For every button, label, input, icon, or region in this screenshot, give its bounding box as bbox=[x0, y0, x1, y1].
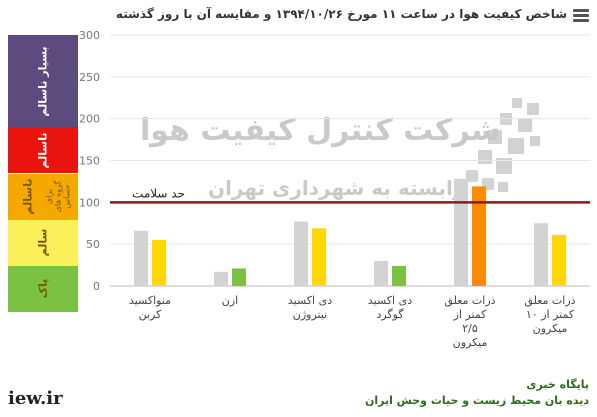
bar-current bbox=[552, 234, 566, 286]
y-tick-label: 0 bbox=[93, 280, 100, 293]
y-tick-label: 50 bbox=[86, 238, 100, 251]
x-tick-label: منواکسید bbox=[129, 294, 171, 307]
bar-previous-day bbox=[374, 260, 388, 286]
y-tick-label: 200 bbox=[79, 113, 100, 126]
footer-source-line2: دیده بان محیط زیست و حیات وحش ایران bbox=[364, 394, 589, 407]
aqi-band: ناسالم bbox=[8, 127, 78, 174]
x-tick-label: کربن bbox=[139, 308, 163, 321]
x-tick-label: نیتروژن bbox=[293, 308, 327, 321]
menu-icon[interactable] bbox=[573, 9, 589, 22]
aqi-band: بسیار ناسالم bbox=[8, 35, 78, 128]
x-tick-label: گوگرد bbox=[376, 308, 404, 321]
aqi-band: پاک bbox=[8, 265, 78, 312]
y-tick-label: 150 bbox=[79, 155, 100, 168]
footer-site[interactable]: iew.ir bbox=[8, 388, 63, 409]
x-tick-label: ازن bbox=[222, 294, 238, 307]
x-tick-label: ذرات معلق bbox=[444, 294, 495, 308]
aqi-band: ناسالم برای گروه های حساس bbox=[8, 173, 78, 220]
bar-previous-day bbox=[134, 230, 148, 286]
y-tick-label: 250 bbox=[79, 71, 100, 84]
x-tick-label: کمتر از ۱۰ bbox=[526, 308, 575, 321]
bar-previous-day bbox=[294, 221, 308, 286]
bar-previous-day bbox=[454, 178, 468, 286]
bar-current bbox=[312, 228, 326, 286]
bar-previous-day bbox=[534, 223, 548, 286]
x-tick-label: میکرون bbox=[533, 322, 568, 335]
footer-source-line1: پایگاه خبری bbox=[526, 378, 589, 391]
x-tick-label: ذرات معلق bbox=[524, 294, 575, 308]
y-tick-label: 100 bbox=[79, 196, 100, 209]
bar-current bbox=[232, 268, 246, 286]
watermark-line2: وابسته به شهرداری تهران bbox=[208, 176, 466, 200]
footer-source: پایگاه خبری دیده بان محیط زیست و حیات وح… bbox=[365, 377, 589, 409]
y-tick-label: 300 bbox=[79, 29, 100, 42]
bar-current bbox=[392, 265, 406, 286]
bar-current bbox=[472, 186, 486, 286]
bar-previous-day bbox=[214, 271, 228, 286]
x-tick-label: ۲/۵ bbox=[462, 322, 478, 335]
x-tick-label: میکرون bbox=[453, 336, 488, 349]
x-tick-label: دی اکسید bbox=[288, 294, 332, 307]
x-tick-label: دی اکسید bbox=[368, 294, 412, 307]
bar-current bbox=[152, 239, 166, 286]
x-tick-label: کمتر از bbox=[453, 308, 488, 321]
aqi-band: سالم bbox=[8, 219, 78, 266]
chart-title: شاخص کیفیت هوا در ساعت ۱۱ مورخ ۱۳۹۴/۱۰/۲… bbox=[115, 7, 567, 21]
health-limit-label: حد سلامت bbox=[132, 186, 185, 200]
